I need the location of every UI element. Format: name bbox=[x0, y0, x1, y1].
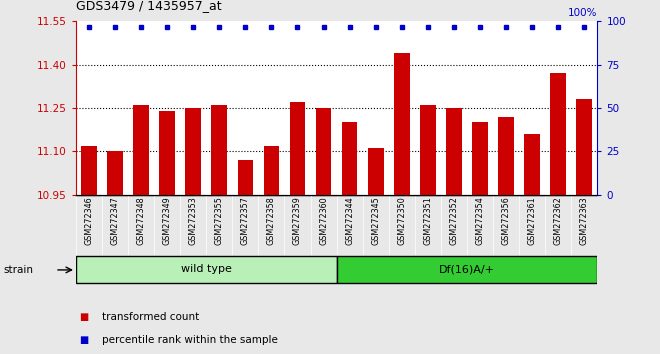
Text: percentile rank within the sample: percentile rank within the sample bbox=[102, 335, 278, 345]
Bar bbox=[420, 105, 436, 195]
Text: GSM272357: GSM272357 bbox=[241, 196, 250, 245]
Bar bbox=[185, 108, 201, 195]
Text: GSM272348: GSM272348 bbox=[137, 196, 146, 245]
Bar bbox=[368, 148, 383, 195]
Text: wild type: wild type bbox=[181, 264, 232, 274]
Bar bbox=[498, 116, 514, 195]
Bar bbox=[76, 256, 337, 284]
Text: transformed count: transformed count bbox=[102, 312, 199, 322]
Text: GSM272356: GSM272356 bbox=[502, 196, 511, 245]
Text: GSM272351: GSM272351 bbox=[423, 196, 432, 245]
Bar bbox=[550, 73, 566, 195]
Bar bbox=[238, 160, 253, 195]
Text: GSM272346: GSM272346 bbox=[84, 196, 94, 245]
Text: GDS3479 / 1435957_at: GDS3479 / 1435957_at bbox=[76, 0, 222, 12]
Text: GSM272360: GSM272360 bbox=[319, 196, 328, 245]
Text: GSM272354: GSM272354 bbox=[475, 196, 484, 245]
Text: GSM272355: GSM272355 bbox=[214, 196, 224, 245]
Bar bbox=[446, 108, 462, 195]
Bar bbox=[290, 102, 306, 195]
Bar bbox=[472, 122, 488, 195]
Bar bbox=[315, 108, 331, 195]
Bar bbox=[394, 53, 410, 195]
Text: strain: strain bbox=[3, 265, 33, 275]
Text: GSM272359: GSM272359 bbox=[293, 196, 302, 245]
Bar bbox=[211, 105, 227, 195]
Text: Df(16)A/+: Df(16)A/+ bbox=[439, 264, 495, 274]
Text: GSM272347: GSM272347 bbox=[110, 196, 119, 245]
Bar bbox=[159, 111, 175, 195]
Bar bbox=[576, 99, 592, 195]
Text: ■: ■ bbox=[79, 335, 88, 345]
Text: GSM272362: GSM272362 bbox=[554, 196, 563, 245]
Text: 100%: 100% bbox=[568, 8, 597, 18]
Bar bbox=[133, 105, 149, 195]
Text: GSM272350: GSM272350 bbox=[397, 196, 407, 245]
Bar bbox=[107, 151, 123, 195]
Text: ■: ■ bbox=[79, 312, 88, 322]
Text: GSM272363: GSM272363 bbox=[579, 196, 589, 245]
Text: GSM272358: GSM272358 bbox=[267, 196, 276, 245]
Bar bbox=[81, 145, 97, 195]
Text: GSM272349: GSM272349 bbox=[162, 196, 172, 245]
Text: GSM272353: GSM272353 bbox=[189, 196, 198, 245]
Text: GSM272344: GSM272344 bbox=[345, 196, 354, 245]
Bar bbox=[337, 256, 597, 284]
Text: GSM272345: GSM272345 bbox=[371, 196, 380, 245]
Bar bbox=[342, 122, 358, 195]
Text: GSM272352: GSM272352 bbox=[449, 196, 459, 245]
Bar bbox=[524, 134, 540, 195]
Bar bbox=[263, 145, 279, 195]
Text: GSM272361: GSM272361 bbox=[527, 196, 537, 245]
